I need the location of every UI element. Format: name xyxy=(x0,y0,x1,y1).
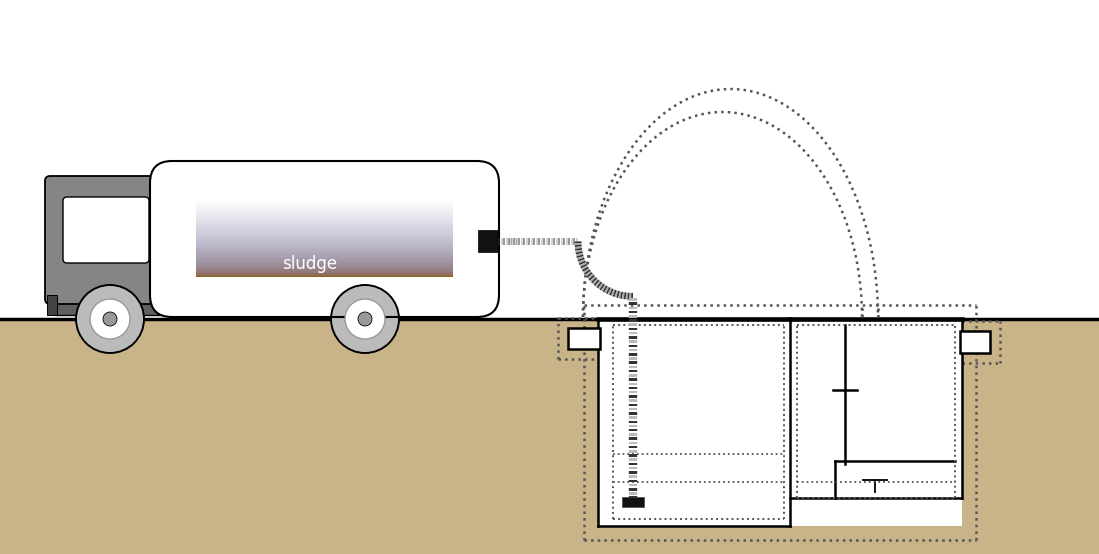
Bar xyxy=(196,242,453,243)
Bar xyxy=(196,219,453,220)
Bar xyxy=(196,206,453,207)
Bar xyxy=(196,253,453,254)
Circle shape xyxy=(76,285,144,353)
Bar xyxy=(196,234,453,235)
Bar xyxy=(622,497,644,507)
Bar xyxy=(196,239,453,240)
Bar xyxy=(196,249,453,250)
FancyBboxPatch shape xyxy=(45,176,180,304)
Bar xyxy=(196,276,453,277)
Bar xyxy=(196,258,453,259)
Bar xyxy=(598,319,962,526)
Bar xyxy=(196,272,453,273)
Bar xyxy=(196,220,453,221)
Bar xyxy=(196,209,453,210)
Bar xyxy=(196,215,453,216)
Circle shape xyxy=(331,285,399,353)
Bar xyxy=(196,210,453,211)
Circle shape xyxy=(90,299,130,339)
Bar xyxy=(196,201,453,202)
Circle shape xyxy=(345,299,385,339)
Bar xyxy=(196,260,453,262)
Bar xyxy=(196,273,453,274)
Bar xyxy=(47,295,57,315)
Circle shape xyxy=(358,312,371,326)
Bar xyxy=(196,214,453,215)
Bar xyxy=(55,299,465,315)
Bar xyxy=(196,205,453,206)
Bar xyxy=(196,245,453,247)
Bar xyxy=(196,248,453,249)
Bar xyxy=(196,232,453,233)
Bar xyxy=(196,265,453,267)
Bar xyxy=(196,247,453,248)
Bar xyxy=(961,331,990,353)
Bar xyxy=(196,271,453,272)
Bar xyxy=(196,229,453,230)
Polygon shape xyxy=(0,319,1099,554)
Bar xyxy=(196,240,453,242)
FancyBboxPatch shape xyxy=(63,197,149,263)
Bar xyxy=(196,263,453,264)
Bar xyxy=(196,244,453,245)
FancyBboxPatch shape xyxy=(149,161,499,317)
Bar xyxy=(196,228,453,229)
Bar xyxy=(196,257,453,258)
Polygon shape xyxy=(175,181,203,211)
Bar xyxy=(196,233,453,234)
Bar xyxy=(568,328,600,349)
Text: sludge: sludge xyxy=(281,255,336,273)
Bar xyxy=(196,216,453,218)
Bar xyxy=(196,267,453,268)
Bar xyxy=(196,235,453,237)
Bar xyxy=(196,237,453,238)
Bar xyxy=(478,230,498,253)
Bar xyxy=(196,212,453,214)
Bar xyxy=(196,230,453,232)
Bar xyxy=(196,262,453,263)
Bar xyxy=(196,259,453,260)
Bar xyxy=(196,255,453,257)
Bar xyxy=(196,221,453,223)
Bar xyxy=(196,268,453,269)
Bar xyxy=(196,223,453,224)
Bar xyxy=(196,203,453,205)
Bar xyxy=(196,254,453,255)
Bar xyxy=(196,224,453,225)
Circle shape xyxy=(103,312,116,326)
Bar xyxy=(196,274,453,276)
Bar xyxy=(196,225,453,227)
Bar xyxy=(196,264,453,265)
Bar xyxy=(196,250,453,252)
Bar xyxy=(196,238,453,239)
Bar xyxy=(196,243,453,244)
Bar xyxy=(196,202,453,203)
Bar xyxy=(196,227,453,228)
Bar xyxy=(196,211,453,212)
Bar xyxy=(196,207,453,209)
Bar xyxy=(196,252,453,253)
Bar xyxy=(196,269,453,271)
Bar xyxy=(196,218,453,219)
